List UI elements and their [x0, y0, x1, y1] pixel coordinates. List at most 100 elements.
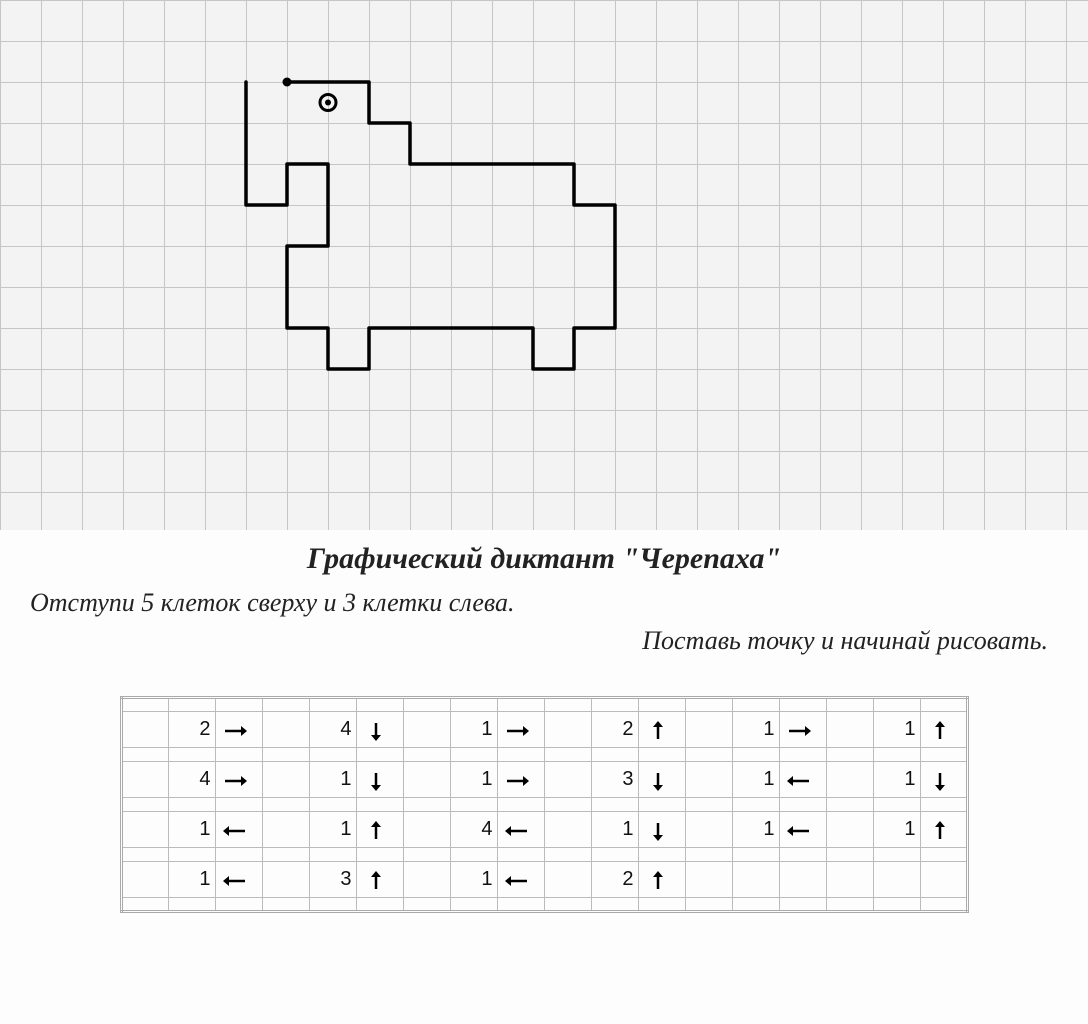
table-cell-empty	[591, 698, 638, 712]
table-cell-empty	[403, 798, 450, 812]
table-cell-empty	[215, 698, 262, 712]
table-cell-empty	[356, 898, 403, 912]
table-cell-empty	[544, 862, 591, 898]
step-arrow-cell	[497, 812, 544, 848]
table-cell-empty	[309, 698, 356, 712]
arrow-down-icon	[363, 721, 389, 741]
table-cell-empty	[262, 698, 309, 712]
arrow-up-icon	[645, 871, 671, 891]
table-cell-empty	[638, 698, 685, 712]
step-arrow-cell	[356, 712, 403, 748]
arrow-right-icon	[786, 721, 812, 741]
step-count-cell: 1	[732, 712, 779, 748]
step-arrow-cell	[215, 862, 262, 898]
table-cell-empty	[121, 698, 168, 712]
table-cell-empty	[544, 798, 591, 812]
table-cell-empty	[262, 712, 309, 748]
table-cell-empty	[779, 848, 826, 862]
table-cell-empty	[309, 748, 356, 762]
table-cell-empty	[450, 898, 497, 912]
table-cell-empty	[403, 762, 450, 798]
table-cell-empty	[873, 698, 920, 712]
table-cell-empty	[403, 748, 450, 762]
table-cell-empty	[497, 798, 544, 812]
table-cell-empty	[403, 898, 450, 912]
step-arrow-cell	[638, 712, 685, 748]
table-spacer-row	[121, 698, 967, 712]
step-count-cell: 3	[309, 862, 356, 898]
table-cell-empty	[121, 862, 168, 898]
arrow-up-icon	[927, 821, 953, 841]
arrow-left-icon	[786, 821, 812, 841]
step-arrow-cell	[356, 862, 403, 898]
arrow-left-icon	[504, 871, 530, 891]
table-cell-empty	[779, 748, 826, 762]
table-cell-empty	[826, 898, 873, 912]
step-count-cell: 1	[450, 712, 497, 748]
table-cell-empty	[591, 748, 638, 762]
table-cell-empty	[544, 848, 591, 862]
table-cell-empty	[685, 748, 732, 762]
step-count-cell	[732, 862, 779, 898]
arrow-left-icon	[222, 871, 248, 891]
table-cell-empty	[497, 848, 544, 862]
worksheet-title: Графический диктант "Черепаха"	[30, 542, 1058, 576]
table-cell-empty	[920, 698, 967, 712]
table-cell-empty	[685, 762, 732, 798]
instruction-line-2: Поставь точку и начинай рисовать.	[30, 626, 1058, 656]
table-cell-empty	[826, 712, 873, 748]
text-section: Графический диктант "Черепаха" Отступи 5…	[0, 530, 1088, 933]
step-arrow-cell	[638, 862, 685, 898]
step-count-cell: 1	[732, 762, 779, 798]
step-count-cell: 1	[168, 812, 215, 848]
step-arrow-cell	[920, 762, 967, 798]
table-cell-empty	[544, 762, 591, 798]
arrow-right-icon	[222, 771, 248, 791]
turtle-eye-inner	[325, 100, 331, 106]
table-cell-empty	[779, 698, 826, 712]
step-count-cell: 1	[873, 812, 920, 848]
table-cell-empty	[779, 898, 826, 912]
step-arrow-cell	[779, 862, 826, 898]
arrow-left-icon	[786, 771, 812, 791]
table-cell-empty	[638, 798, 685, 812]
table-cell-empty	[873, 848, 920, 862]
table-cell-empty	[121, 762, 168, 798]
table-cell-empty	[638, 848, 685, 862]
table-cell-empty	[732, 848, 779, 862]
table-cell-empty	[309, 798, 356, 812]
table-cell-empty	[403, 698, 450, 712]
table-cell-empty	[685, 798, 732, 812]
table-cell-empty	[732, 698, 779, 712]
table-cell-empty	[826, 762, 873, 798]
table-cell-empty	[309, 848, 356, 862]
table-cell-empty	[826, 798, 873, 812]
table-cell-empty	[591, 898, 638, 912]
table-cell-empty	[591, 848, 638, 862]
table-cell-empty	[356, 748, 403, 762]
table-cell-empty	[685, 898, 732, 912]
step-count-cell: 3	[591, 762, 638, 798]
table-cell-empty	[403, 812, 450, 848]
table-cell-empty	[121, 712, 168, 748]
table-cell-empty	[356, 798, 403, 812]
table-cell-empty	[121, 812, 168, 848]
table-cell-empty	[215, 898, 262, 912]
step-arrow-cell	[356, 762, 403, 798]
step-count-cell: 1	[873, 712, 920, 748]
table-cell-empty	[121, 748, 168, 762]
table-cell-empty	[685, 698, 732, 712]
table-cell-empty	[591, 798, 638, 812]
table-cell-empty	[403, 862, 450, 898]
step-arrow-cell	[638, 812, 685, 848]
arrow-right-icon	[504, 771, 530, 791]
table-row: 114111	[121, 812, 967, 848]
table-cell-empty	[826, 748, 873, 762]
table-cell-empty	[403, 712, 450, 748]
arrow-down-icon	[645, 821, 671, 841]
step-count-cell: 4	[450, 812, 497, 848]
table-cell-empty	[262, 748, 309, 762]
arrow-up-icon	[363, 871, 389, 891]
table-cell-empty	[262, 898, 309, 912]
table-cell-empty	[732, 798, 779, 812]
